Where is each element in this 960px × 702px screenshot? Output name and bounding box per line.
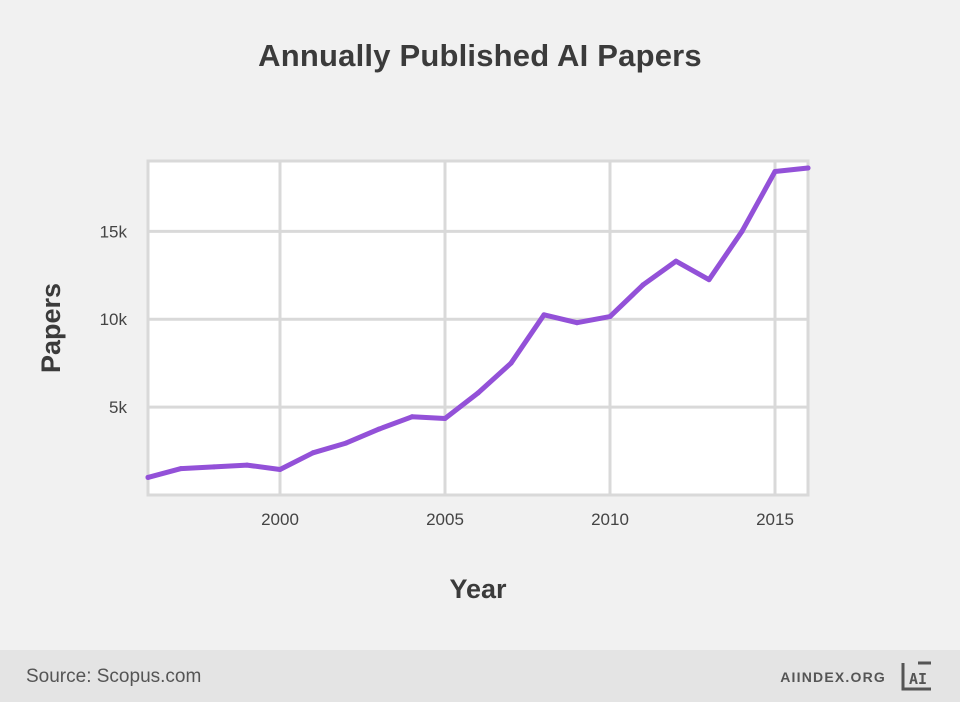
data-point <box>442 416 448 422</box>
line-chart: 2000 2005 2010 2015 5k 10k 15k Year Papers <box>36 159 811 604</box>
data-point <box>244 462 250 468</box>
y-axis-ticks: 5k 10k 15k <box>100 222 128 417</box>
data-point <box>706 277 712 283</box>
y-tick-label: 10k <box>100 310 128 329</box>
data-point <box>310 450 316 456</box>
data-point <box>277 467 283 473</box>
aiindex-logo-icon: AI <box>901 661 931 691</box>
data-point <box>178 466 184 472</box>
x-tick-label: 2000 <box>261 510 299 529</box>
data-point <box>772 169 778 175</box>
data-point <box>211 464 217 470</box>
data-point <box>508 360 514 366</box>
data-point <box>640 282 646 288</box>
data-point <box>145 474 151 480</box>
x-tick-label: 2005 <box>426 510 464 529</box>
data-point <box>673 258 679 264</box>
series-layer <box>145 165 811 480</box>
x-axis-ticks: 2000 2005 2010 2015 <box>261 510 794 529</box>
data-point <box>376 426 382 432</box>
y-axis-label: Papers <box>36 283 66 373</box>
chart-title: Annually Published AI Papers <box>258 38 702 73</box>
data-point <box>607 314 613 320</box>
data-point <box>739 228 745 234</box>
source-text: Source: Scopus.com <box>26 666 202 687</box>
footer: Source: Scopus.com AIINDEX.ORG AI <box>0 650 960 702</box>
y-tick-label: 5k <box>109 398 127 417</box>
plot-area <box>146 159 810 497</box>
data-point <box>574 320 580 326</box>
brand-link[interactable]: AIINDEX.ORG <box>780 669 886 685</box>
x-tick-label: 2010 <box>591 510 629 529</box>
x-tick-label: 2015 <box>756 510 794 529</box>
data-point <box>343 440 349 446</box>
gridlines <box>148 161 808 495</box>
data-point <box>541 312 547 318</box>
data-point <box>409 414 415 420</box>
x-axis-label: Year <box>449 574 507 604</box>
data-point <box>805 165 811 171</box>
y-tick-label: 15k <box>100 222 128 241</box>
logo-text: AI <box>909 670 927 688</box>
data-point <box>475 390 481 396</box>
